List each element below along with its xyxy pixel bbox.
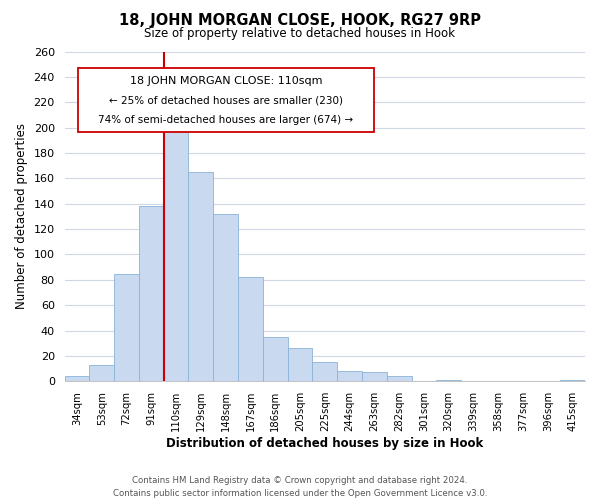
- Bar: [89, 365, 114, 382]
- Text: 18 JOHN MORGAN CLOSE: 110sqm: 18 JOHN MORGAN CLOSE: 110sqm: [130, 76, 322, 86]
- Bar: [560, 380, 585, 382]
- Bar: [188, 172, 213, 382]
- Text: 74% of semi-detached houses are larger (674) →: 74% of semi-detached houses are larger (…: [98, 114, 353, 124]
- Bar: [287, 348, 313, 382]
- Bar: [238, 278, 263, 382]
- FancyBboxPatch shape: [77, 68, 374, 132]
- Bar: [114, 274, 139, 382]
- Bar: [164, 115, 188, 382]
- Text: ← 25% of detached houses are smaller (230): ← 25% of detached houses are smaller (23…: [109, 95, 343, 105]
- Bar: [387, 376, 412, 382]
- Bar: [362, 372, 387, 382]
- Text: Contains HM Land Registry data © Crown copyright and database right 2024.
Contai: Contains HM Land Registry data © Crown c…: [113, 476, 487, 498]
- Text: Size of property relative to detached houses in Hook: Size of property relative to detached ho…: [145, 28, 455, 40]
- Bar: [436, 380, 461, 382]
- Y-axis label: Number of detached properties: Number of detached properties: [15, 124, 28, 310]
- Text: 18, JOHN MORGAN CLOSE, HOOK, RG27 9RP: 18, JOHN MORGAN CLOSE, HOOK, RG27 9RP: [119, 12, 481, 28]
- Bar: [263, 337, 287, 382]
- Bar: [213, 214, 238, 382]
- Bar: [65, 376, 89, 382]
- Bar: [337, 371, 362, 382]
- Bar: [139, 206, 164, 382]
- Bar: [313, 362, 337, 382]
- X-axis label: Distribution of detached houses by size in Hook: Distribution of detached houses by size …: [166, 437, 484, 450]
